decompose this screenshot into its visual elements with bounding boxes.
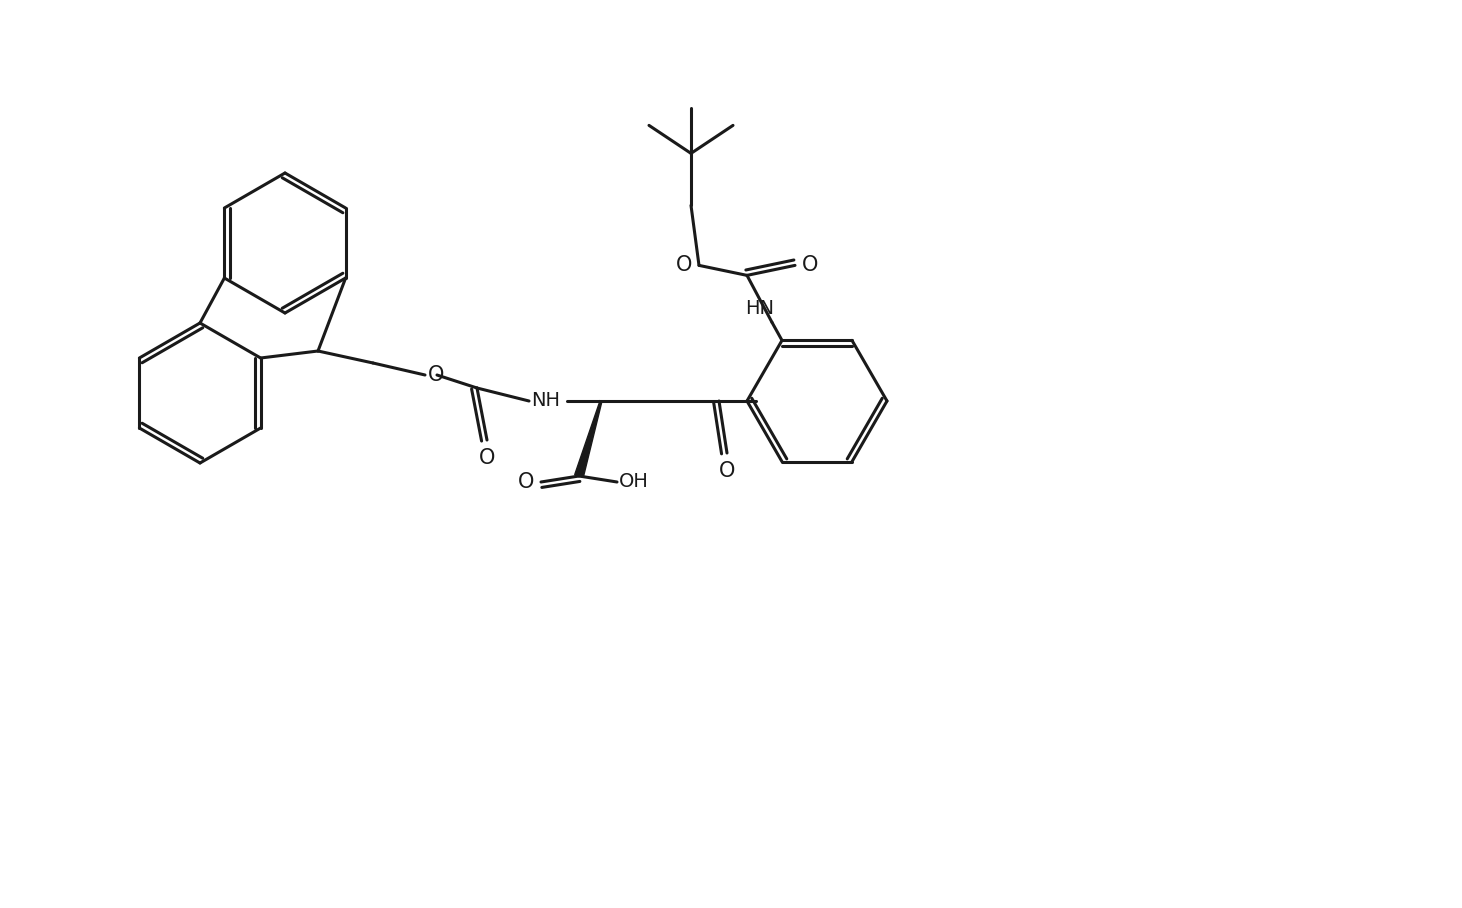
- Text: HN: HN: [746, 300, 773, 319]
- Polygon shape: [575, 400, 602, 478]
- Text: OH: OH: [618, 472, 649, 491]
- Text: O: O: [480, 448, 496, 468]
- Text: O: O: [518, 472, 534, 492]
- Text: O: O: [719, 461, 735, 481]
- Text: O: O: [675, 255, 692, 275]
- Text: NH: NH: [531, 391, 560, 410]
- Text: O: O: [428, 365, 444, 385]
- Text: O: O: [803, 255, 819, 275]
